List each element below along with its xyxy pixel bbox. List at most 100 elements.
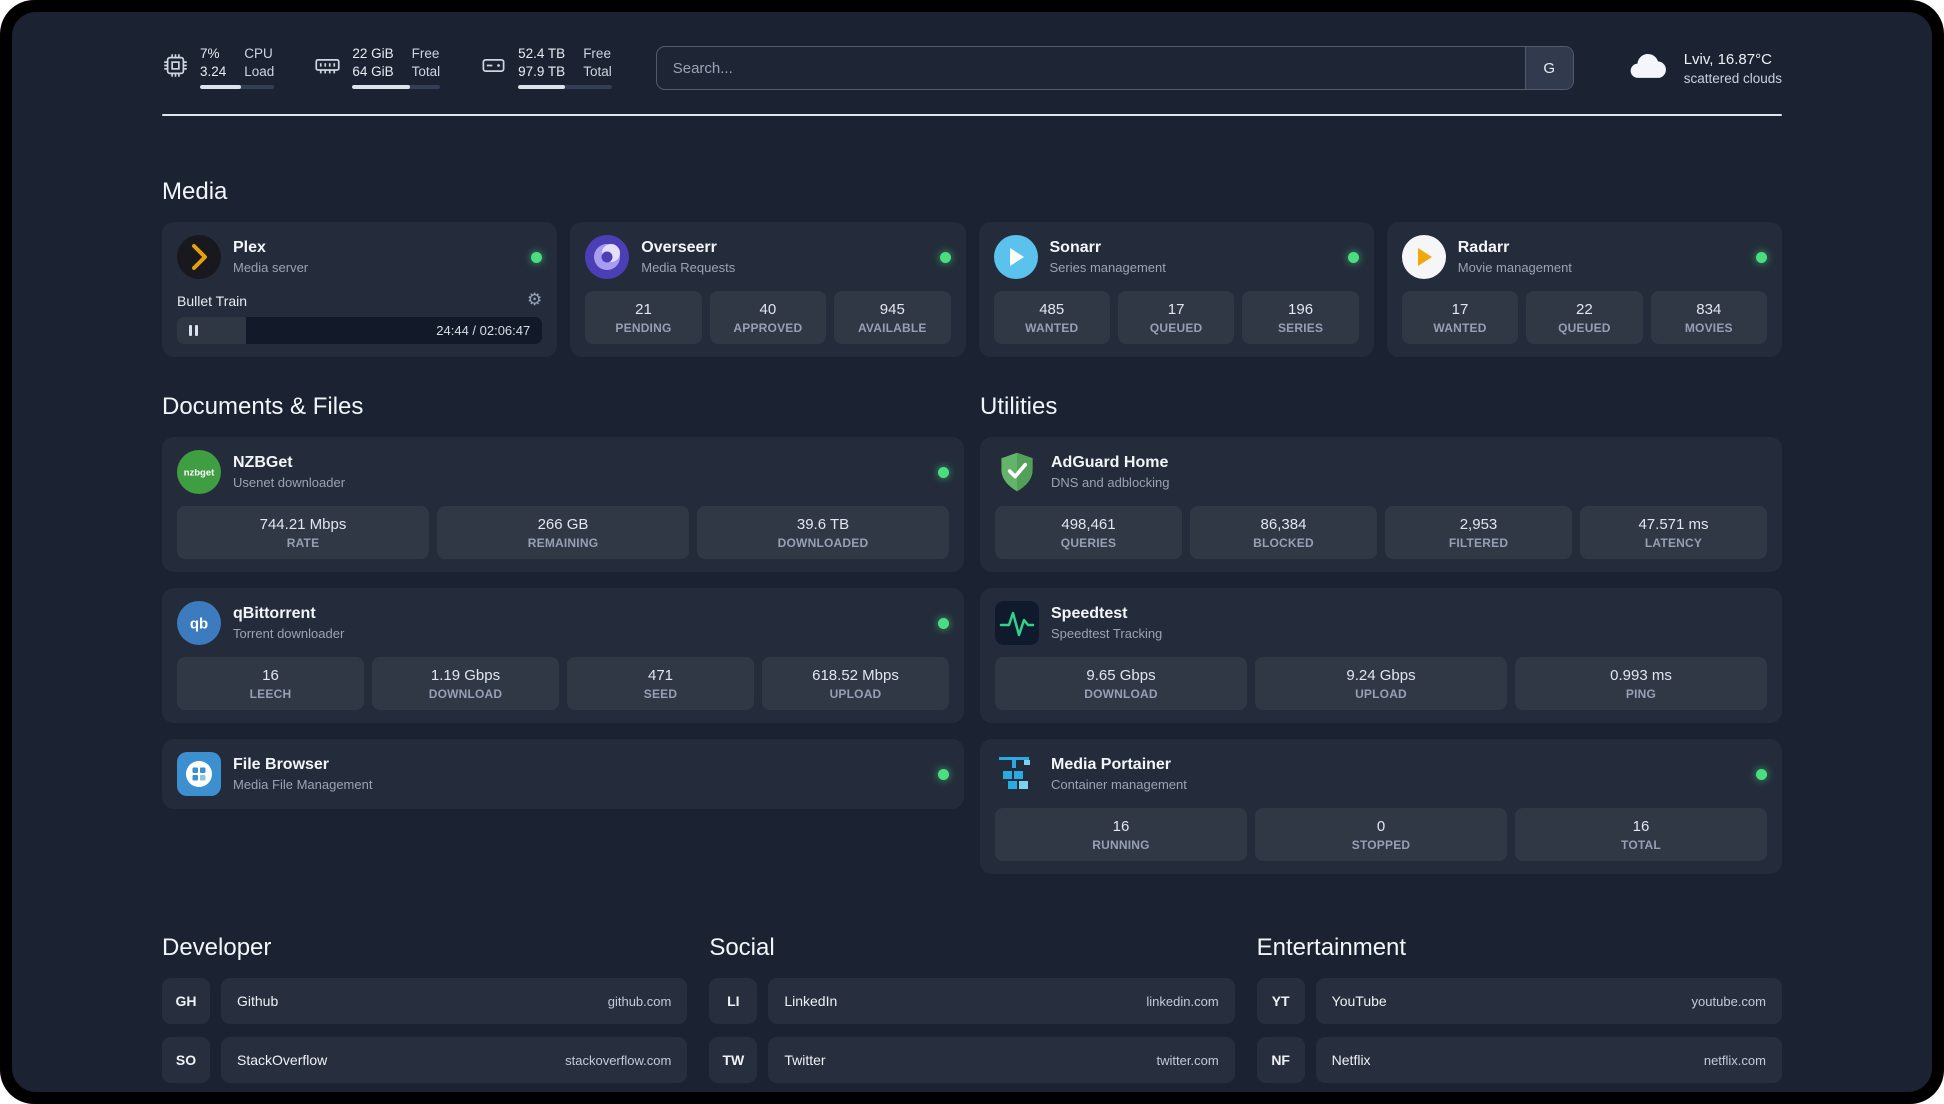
section-media: Media Plex Media server Bullet Train xyxy=(162,178,1782,357)
weather-condition: scattered clouds xyxy=(1683,70,1782,86)
bookmark-stackoverflow[interactable]: SO StackOverflow stackoverflow.com xyxy=(162,1037,688,1083)
service-card-qbittorrent[interactable]: qb qBittorrent Torrent downloader 16 LEE… xyxy=(162,588,964,723)
stat-label: RUNNING xyxy=(1092,838,1150,852)
service-name: Plex xyxy=(233,239,266,256)
stat-label: QUEUED xyxy=(1558,321,1611,335)
search-input[interactable] xyxy=(656,47,1525,89)
service-card-radarr[interactable]: Radarr Movie management 17 WANTED 22 QUE… xyxy=(1386,222,1782,357)
service-card-adguard[interactable]: AdGuard Home DNS and adblocking 498,461 … xyxy=(980,437,1782,572)
status-dot xyxy=(531,251,543,263)
disk-progress-bar xyxy=(518,85,612,90)
stat-tile: 16 RUNNING xyxy=(995,808,1247,861)
stat-tile: 40 APPROVED xyxy=(709,291,827,344)
service-name: NZBGet xyxy=(233,454,293,471)
disk-widget: 52.4 TB 97.9 TB Free Total xyxy=(480,45,612,90)
stat-tile: 834 MOVIES xyxy=(1650,291,1768,344)
stat-label: QUEUED xyxy=(1149,321,1203,335)
bookmark-name: YouTube xyxy=(1331,993,1387,1009)
bookmark-abbr: SO xyxy=(162,1037,210,1083)
bookmark-youtube[interactable]: YT YouTube youtube.com xyxy=(1256,978,1782,1024)
stat-tile: 86,384 BLOCKED xyxy=(1190,506,1377,559)
memory-total-label: Total xyxy=(411,63,441,79)
stat-value: 0 xyxy=(1376,818,1386,835)
status-dot xyxy=(939,251,951,263)
bookmark-netflix[interactable]: NF Netflix netflix.com xyxy=(1256,1037,1782,1083)
player-time: 24:44 / 02:06:47 xyxy=(436,323,531,338)
stat-value: 945 xyxy=(879,301,905,318)
cpu-usage-value: 7% xyxy=(200,45,220,61)
service-name: AdGuard Home xyxy=(1051,454,1169,471)
memory-free-label: Free xyxy=(411,45,440,61)
player-progress-bar[interactable]: 24:44 / 02:06:47 xyxy=(177,317,543,344)
search-provider-button[interactable]: G xyxy=(1524,47,1573,89)
cpu-load-label: Load xyxy=(244,63,275,79)
service-name: qBittorrent xyxy=(233,605,316,622)
memory-icon xyxy=(314,52,341,84)
status-dot xyxy=(1756,768,1767,780)
service-card-filebrowser[interactable]: File Browser Media File Management xyxy=(162,739,964,809)
stat-value: 22 xyxy=(1576,301,1593,318)
stat-tile: 9.65 Gbps DOWNLOAD xyxy=(995,657,1247,710)
stat-tile: 744.21 Mbps RATE xyxy=(177,506,429,559)
bookmark-url: linkedin.com xyxy=(1146,993,1219,1009)
stat-label: REMAINING xyxy=(527,536,599,550)
stat-tile: 618.52 Mbps UPLOAD xyxy=(762,657,949,710)
stat-tile: 39.6 TB DOWNLOADED xyxy=(697,506,949,559)
stat-tile: 0 STOPPED xyxy=(1255,808,1507,861)
disk-free-value: 52.4 TB xyxy=(518,45,566,61)
filebrowser-icon xyxy=(177,752,221,796)
service-subtitle: Speedtest Tracking xyxy=(1051,626,1163,641)
stat-label: MOVIES xyxy=(1684,321,1733,335)
pause-icon[interactable] xyxy=(189,325,198,336)
disk-icon xyxy=(480,52,507,84)
bookmark-github[interactable]: GH Github github.com xyxy=(162,978,688,1024)
nzbget-icon: nzbget xyxy=(177,450,221,494)
stat-tile: 196 SERIES xyxy=(1242,291,1359,344)
bookmark-twitter[interactable]: TW Twitter twitter.com xyxy=(709,1037,1235,1083)
stat-label: PING xyxy=(1625,687,1657,701)
stat-value: 16 xyxy=(1632,818,1650,835)
cpu-widget: 7% 3.24 CPU Load xyxy=(162,45,275,90)
weather-widget: Lviv, 16.87°C scattered clouds xyxy=(1626,49,1782,88)
stat-tile: 16 TOTAL xyxy=(1515,808,1767,861)
bookmark-url: stackoverflow.com xyxy=(565,1052,672,1068)
plex-icon xyxy=(177,235,221,279)
stat-label: WANTED xyxy=(1433,321,1487,335)
stat-value: 196 xyxy=(1288,301,1314,318)
bookmark-name: StackOverflow xyxy=(237,1052,328,1068)
stat-label: PENDING xyxy=(615,321,672,335)
bookmark-abbr: TW xyxy=(709,1037,758,1083)
stat-label: SEED xyxy=(643,687,678,701)
stat-label: APPROVED xyxy=(733,321,803,335)
cpu-icon xyxy=(162,52,189,84)
disk-total-value: 97.9 TB xyxy=(518,63,566,79)
service-card-plex[interactable]: Plex Media server Bullet Train ⚙ 24:44 /… xyxy=(162,222,558,357)
service-card-portainer[interactable]: Media Portainer Container management 16 … xyxy=(980,739,1782,874)
cpu-load-value: 3.24 xyxy=(200,63,227,79)
stat-value: 21 xyxy=(635,301,652,318)
speedtest-icon xyxy=(995,601,1039,645)
stat-value: 40 xyxy=(759,301,777,318)
stat-value: 498,461 xyxy=(1061,516,1116,533)
overseerr-icon xyxy=(585,235,630,279)
settings-gear-icon[interactable]: ⚙ xyxy=(527,290,543,310)
service-card-overseerr[interactable]: Overseerr Media Requests 21 PENDING 40 A… xyxy=(570,222,966,357)
stat-value: 17 xyxy=(1167,301,1185,318)
service-card-nzbget[interactable]: nzbget NZBGet Usenet downloader 744.21 M… xyxy=(162,437,964,572)
stat-value: 2,953 xyxy=(1459,516,1498,533)
stat-tile: 485 WANTED xyxy=(993,291,1110,344)
cpu-usage-label: CPU xyxy=(244,45,273,61)
memory-progress-bar xyxy=(352,85,441,90)
radarr-icon xyxy=(1401,235,1446,279)
service-card-sonarr[interactable]: Sonarr Series management 485 WANTED 17 Q… xyxy=(978,222,1374,357)
bookmark-linkedin[interactable]: LI LinkedIn linkedin.com xyxy=(709,978,1235,1024)
bookmark-abbr: NF xyxy=(1256,1037,1305,1083)
topbar-divider xyxy=(162,114,1782,116)
stat-label: STOPPED xyxy=(1351,838,1411,852)
section-title-entertainment: Entertainment xyxy=(1256,934,1407,961)
service-subtitle: Media Requests xyxy=(641,260,736,275)
stat-label: TOTAL xyxy=(1621,838,1661,852)
service-card-speedtest[interactable]: Speedtest Speedtest Tracking 9.65 Gbps D… xyxy=(980,588,1782,723)
search-bar: G xyxy=(655,46,1574,90)
